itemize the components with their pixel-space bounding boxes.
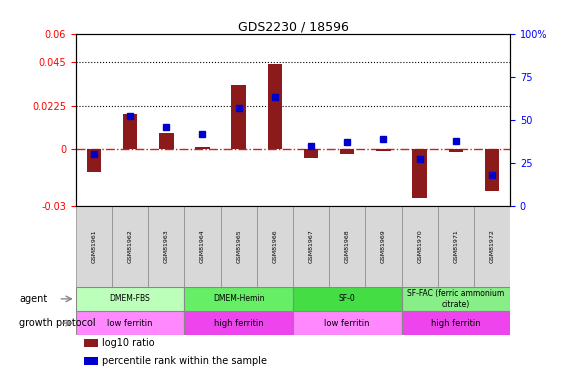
Bar [85, 339, 97, 347]
Text: GSM81969: GSM81969 [381, 230, 386, 263]
Bar [438, 206, 474, 287]
Bar [184, 311, 293, 335]
Text: growth protocol: growth protocol [19, 318, 96, 328]
Text: DMEM-FBS: DMEM-FBS [110, 294, 150, 303]
Text: GSM81963: GSM81963 [164, 230, 168, 263]
Text: GSM81965: GSM81965 [236, 230, 241, 263]
Bar [231, 86, 246, 148]
Text: GSM81971: GSM81971 [454, 230, 458, 263]
Bar [366, 206, 402, 287]
Bar [268, 64, 282, 148]
Text: SF-FAC (ferric ammonium
citrate): SF-FAC (ferric ammonium citrate) [407, 289, 504, 309]
Bar [148, 206, 184, 287]
Bar [329, 206, 366, 287]
Text: SF-0: SF-0 [339, 294, 356, 303]
Bar [87, 148, 101, 171]
Bar [340, 148, 354, 154]
Text: GSM81968: GSM81968 [345, 230, 350, 263]
Text: low ferritin: low ferritin [325, 319, 370, 328]
Bar [220, 206, 257, 287]
Bar [85, 357, 97, 365]
Bar [402, 311, 510, 335]
Title: GDS2230 / 18596: GDS2230 / 18596 [237, 21, 349, 34]
Bar [76, 287, 184, 311]
Bar [184, 206, 220, 287]
Bar [293, 311, 402, 335]
Bar [402, 287, 510, 311]
Bar [257, 206, 293, 287]
Text: GSM81966: GSM81966 [272, 230, 278, 263]
Bar [293, 206, 329, 287]
Bar [123, 114, 138, 148]
Bar [448, 148, 463, 152]
Text: high ferritin: high ferritin [214, 319, 264, 328]
Text: GSM81972: GSM81972 [490, 230, 494, 263]
Bar [402, 206, 438, 287]
Bar [159, 133, 174, 148]
Text: GSM81967: GSM81967 [308, 230, 314, 263]
Text: GSM81962: GSM81962 [128, 230, 132, 263]
Bar [474, 206, 510, 287]
Text: log10 ratio: log10 ratio [102, 338, 154, 348]
Bar [485, 148, 499, 191]
Text: low ferritin: low ferritin [107, 319, 153, 328]
Bar [112, 206, 148, 287]
Text: GSM81961: GSM81961 [92, 230, 96, 263]
Bar [76, 311, 184, 335]
Bar [376, 148, 391, 150]
Text: percentile rank within the sample: percentile rank within the sample [102, 356, 267, 366]
Bar [304, 148, 318, 158]
Bar [76, 206, 112, 287]
Bar [195, 147, 210, 148]
Text: DMEM-Hemin: DMEM-Hemin [213, 294, 265, 303]
Bar [184, 287, 293, 311]
Text: GSM81970: GSM81970 [417, 230, 422, 263]
Text: agent: agent [19, 294, 48, 304]
Bar [293, 287, 402, 311]
Text: high ferritin: high ferritin [431, 319, 480, 328]
Text: GSM81964: GSM81964 [200, 230, 205, 263]
Bar [412, 148, 427, 198]
